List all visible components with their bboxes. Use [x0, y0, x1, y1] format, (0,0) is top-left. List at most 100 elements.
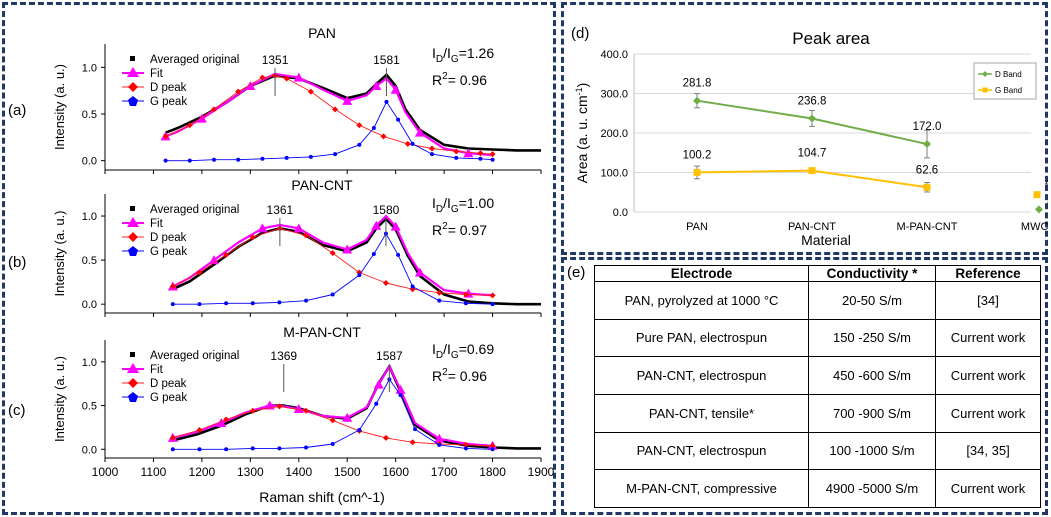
- data-label: 104.7: [798, 148, 827, 160]
- r2-superscript: 2: [442, 221, 448, 232]
- legend-marker-g-peak: [128, 96, 138, 106]
- cell-reference: Current work: [935, 318, 1041, 358]
- series-line-fit: [172, 365, 493, 447]
- y-tick-label: 1.0: [82, 357, 97, 369]
- fit-marker: [414, 127, 425, 137]
- g-peak-marker: [260, 156, 265, 161]
- ratio-part: I: [432, 195, 436, 211]
- ratio-part: I: [432, 45, 436, 61]
- d-peak-marker: [380, 133, 387, 140]
- x-category-label: PAN: [686, 221, 708, 233]
- g-peak-marker: [330, 442, 335, 447]
- y-tick-label: 1.0: [82, 62, 97, 74]
- g-band-marker: [923, 183, 931, 191]
- cell-electrode: PAN, pyrolyzed at 1000 °C: [594, 281, 809, 320]
- table-panel-box: [561, 257, 1048, 515]
- id-ig-ratio-text: ID/IG=1.00: [432, 195, 494, 215]
- d-peak-marker: [249, 234, 256, 241]
- g-peak-marker: [197, 447, 202, 452]
- g-peak-marker: [437, 442, 442, 447]
- x-tick-label: 1600: [382, 465, 409, 479]
- legend-marker-fit: [127, 67, 139, 77]
- x-tick-label: 1000: [92, 465, 119, 479]
- mwcnt-data-label: 6.5: [1047, 198, 1048, 210]
- y-tick-label: 0.0: [82, 299, 97, 311]
- cell-reference: Current work: [935, 356, 1041, 395]
- g-peak-marker: [374, 401, 379, 406]
- g-peak-marker: [304, 298, 309, 303]
- g-peak-marker: [371, 251, 376, 256]
- x-category-label: MWCNT: [1021, 221, 1048, 233]
- fit-marker: [373, 379, 384, 389]
- peak-area-panel-box: [561, 2, 1048, 255]
- r2-value: = 0.96: [448, 72, 488, 88]
- g-peak-marker: [357, 142, 362, 147]
- g-peak-marker: [490, 447, 495, 452]
- d-peak-marker: [223, 416, 230, 423]
- fit-marker: [293, 404, 304, 414]
- series-line-d-peak: [165, 75, 493, 155]
- y-tick-label: 1.0: [82, 211, 97, 223]
- d-peak-marker: [307, 88, 314, 95]
- data-label: 236.8: [798, 95, 827, 107]
- g-peak-marker: [236, 157, 241, 162]
- d-peak-marker: [169, 434, 176, 441]
- g-peak-marker: [284, 155, 289, 160]
- raman-panel-b: (b) 0.0 0.5 1.0 Intensity (a. u.) PAN-CNT 1361…: [8, 177, 542, 317]
- g-peak-marker: [330, 292, 335, 297]
- fit-marker: [293, 72, 304, 82]
- cell-electrode: Pure PAN, electrospun: [594, 318, 809, 358]
- legend-label: Fit: [150, 68, 164, 80]
- raman-panel-box: [2, 2, 556, 515]
- x-category-label: PAN-CNT: [788, 221, 836, 233]
- y-tick-label: 0.5: [82, 401, 97, 413]
- y-axis-title-sup: -1: [574, 87, 584, 95]
- x-tick-label: 1300: [237, 465, 264, 479]
- ratio-part: =0.69: [459, 341, 495, 357]
- fit-marker: [371, 220, 382, 230]
- y-axis-title: Area (a. u. cm-1): [574, 83, 590, 184]
- raman-panel-a: (a) 0.0 0.5 1.0 Intensity (a. u.) PAN 1351 1581…: [8, 25, 542, 174]
- fit-marker: [342, 95, 353, 105]
- data-label: 100.2: [683, 149, 712, 161]
- cell-conductivity: 4900 -5000 S/m: [808, 469, 936, 508]
- legend-label: G peak: [150, 246, 187, 258]
- r-squared-text: R2= 0.97: [432, 221, 487, 238]
- fit-marker: [196, 113, 207, 123]
- fit-marker: [216, 418, 227, 428]
- g-peak-marker: [463, 446, 468, 451]
- peak-label: 1581: [373, 53, 400, 67]
- x-tick-label: 1800: [479, 465, 506, 479]
- d-peak-marker: [329, 417, 336, 424]
- series-line-fit: [165, 72, 493, 157]
- mwcnt-data-label: 43.76: [1045, 178, 1048, 190]
- g-peak-marker: [277, 300, 282, 305]
- y-axis-title: Intensity (a. u.): [52, 64, 67, 150]
- y-tick-label: 400.0: [600, 49, 628, 61]
- g-peak-marker: [163, 158, 168, 163]
- d-peak-marker: [249, 407, 256, 414]
- column-header-conductivity: Conductivity *: [808, 265, 936, 282]
- d-peak-marker: [303, 232, 310, 239]
- r-squared-text: R2= 0.96: [432, 71, 487, 88]
- d-peak-marker: [409, 439, 416, 446]
- data-label: 281.8: [683, 78, 712, 90]
- x-tick-label: 1900: [528, 465, 555, 479]
- ratio-subscript: D: [436, 350, 443, 361]
- g-peak-marker: [413, 427, 418, 432]
- fit-marker: [414, 267, 425, 277]
- g-peak-marker: [170, 447, 175, 452]
- y-tick-label: 300.0: [600, 89, 628, 101]
- legend-marker-averaged-original: [130, 352, 135, 357]
- g-peak-marker: [277, 446, 282, 451]
- d-peak-marker: [462, 291, 469, 298]
- data-label: 62.6: [916, 164, 938, 176]
- d-peak-marker: [489, 292, 496, 299]
- d-band-marker: [923, 140, 931, 149]
- x-tick-label: 1700: [431, 465, 458, 479]
- g-peak-marker: [396, 117, 401, 122]
- conductivity-table: Electrode Conductivity * Reference PAN, …: [594, 265, 1041, 508]
- cell-conductivity: 150 -250 S/m: [808, 318, 936, 358]
- legend-marker-fit: [127, 363, 139, 373]
- cell-conductivity: 700 -900 S/m: [808, 393, 936, 433]
